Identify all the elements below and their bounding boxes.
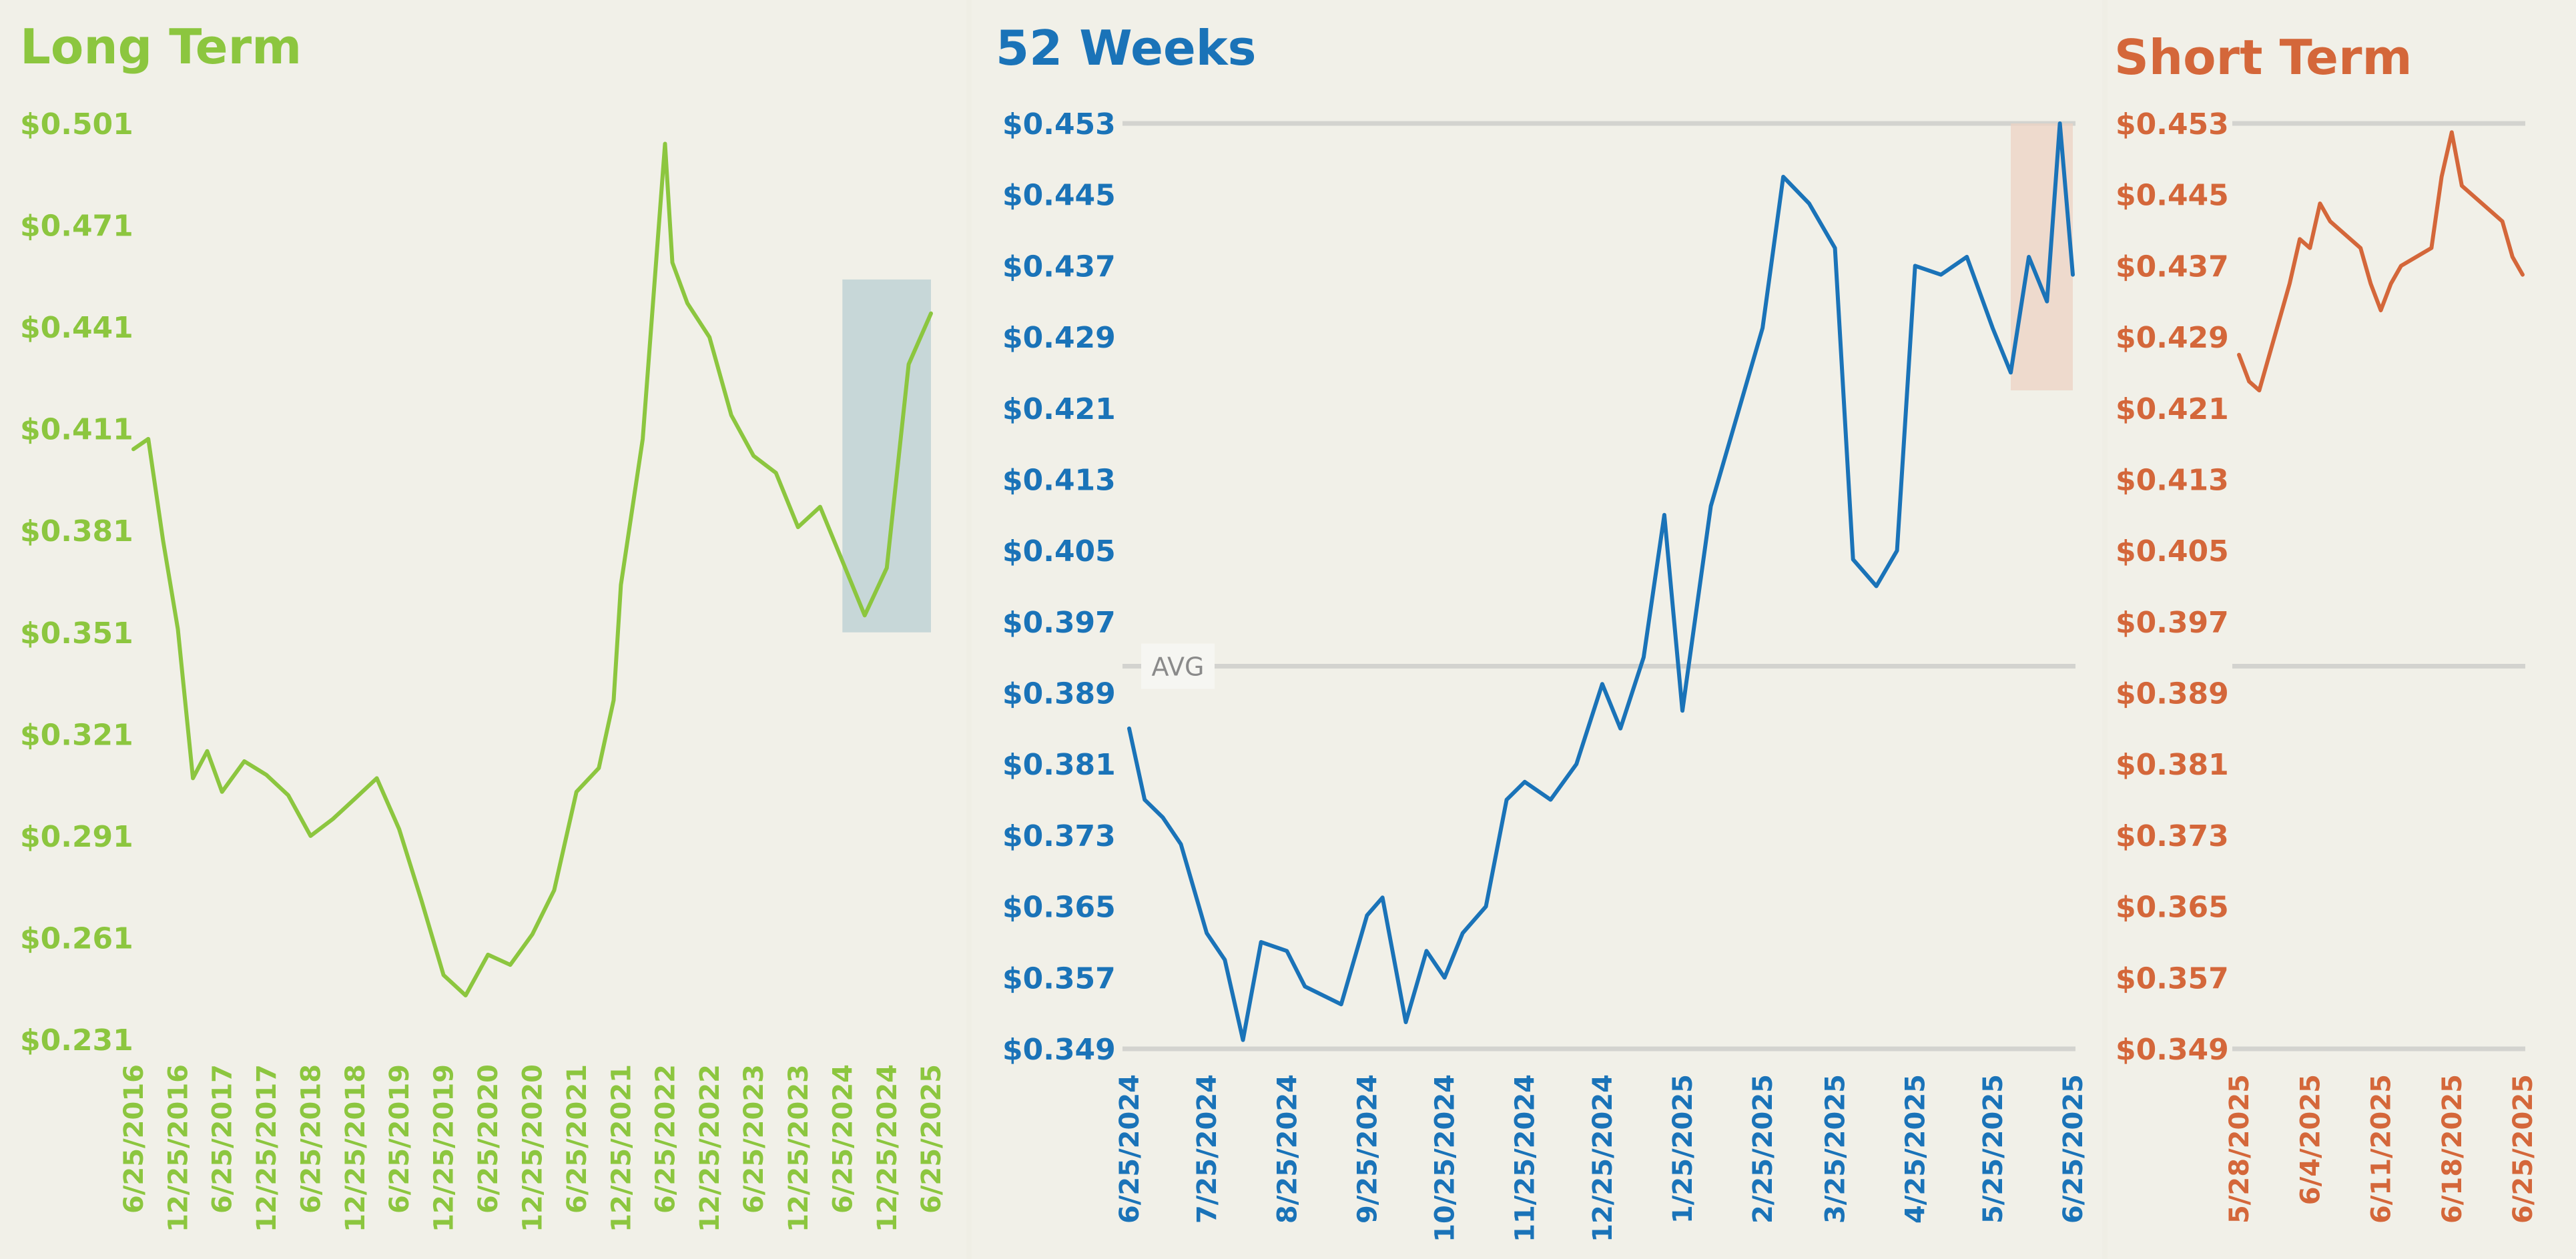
weeks-x-tick-label: 1/25/2025 bbox=[1668, 1074, 1698, 1224]
weeks-y-tick-label: $0.405 bbox=[1002, 534, 1116, 568]
weeks-y-tick-label: $0.437 bbox=[1002, 250, 1116, 284]
weeks-y-tick-label: $0.381 bbox=[1002, 748, 1116, 782]
weeks-y-tick-label: $0.389 bbox=[1002, 677, 1116, 711]
long-x-tick-label: 12/25/2017 bbox=[252, 1064, 282, 1232]
weeks-y-tick-label: $0.373 bbox=[1002, 819, 1116, 853]
avg-label-bg bbox=[1141, 643, 1215, 689]
long-series-line bbox=[131, 141, 933, 997]
weeks-y-tick-label: $0.445 bbox=[1002, 179, 1116, 213]
long-y-tick-label: $0.291 bbox=[20, 820, 133, 854]
long-x-tick-label: 6/25/2025 bbox=[916, 1064, 947, 1214]
long-x-tick-label: 6/25/2018 bbox=[296, 1064, 326, 1214]
long-y-tick-label: $0.351 bbox=[20, 616, 133, 651]
long-y-tick-label: $0.411 bbox=[20, 413, 133, 447]
long-y-tick-label: $0.261 bbox=[20, 921, 133, 955]
short-series-line bbox=[2237, 130, 2525, 393]
long-y-tick-label: $0.441 bbox=[20, 311, 133, 345]
short-x-tick-label: 5/28/2025 bbox=[2224, 1074, 2255, 1224]
short-x-tick-label: 6/4/2025 bbox=[2295, 1074, 2326, 1205]
long-x-tick-label: 12/25/2018 bbox=[340, 1064, 371, 1232]
weeks-x-tick-label: 6/25/2025 bbox=[2058, 1074, 2089, 1224]
avg-label: AVG bbox=[1151, 653, 1204, 682]
short-y-tick-label: $0.397 bbox=[2116, 606, 2229, 640]
weeks-y-tick-label: $0.349 bbox=[1002, 1033, 1116, 1067]
weeks-y-tick-label: $0.421 bbox=[1002, 392, 1116, 426]
short-y-tick-label: $0.429 bbox=[2116, 321, 2229, 355]
weeks-y-tick-label: $0.453 bbox=[1002, 107, 1116, 141]
weeks-y-tick-label: $0.357 bbox=[1002, 961, 1116, 995]
weeks-x-tick-label: 2/25/2025 bbox=[1748, 1074, 1779, 1224]
short-y-tick-label: $0.445 bbox=[2116, 179, 2229, 213]
long-y-tick-label: $0.231 bbox=[20, 1023, 133, 1058]
short-y-tick-label: $0.349 bbox=[2116, 1033, 2229, 1067]
long-x-tick-label: 6/25/2019 bbox=[384, 1064, 415, 1214]
weeks-y-tick-label: $0.413 bbox=[1002, 463, 1116, 497]
long-y-tick-label: $0.321 bbox=[20, 718, 133, 752]
long-y-tick-label: $0.381 bbox=[20, 514, 133, 548]
weeks-x-tick-label: 9/25/2024 bbox=[1352, 1074, 1383, 1224]
short-y-tick-label: $0.365 bbox=[2116, 891, 2229, 925]
short-y-tick-label: $0.357 bbox=[2116, 961, 2229, 995]
long-x-tick-label: 12/25/2016 bbox=[164, 1064, 194, 1232]
weeks-x-tick-label: 3/25/2025 bbox=[1821, 1074, 1851, 1224]
short-y-tick-label: $0.381 bbox=[2116, 748, 2229, 782]
short-y-tick-label: $0.373 bbox=[2116, 819, 2229, 853]
long-x-tick-label: 6/25/2023 bbox=[739, 1064, 769, 1214]
short-y-tick-label: $0.421 bbox=[2116, 392, 2229, 426]
long-x-tick-label: 6/25/2021 bbox=[562, 1064, 593, 1214]
long-term-title: Long Term bbox=[20, 19, 302, 75]
weeks-series-line bbox=[1127, 121, 2075, 1042]
short-x-tick-label: 6/25/2025 bbox=[2508, 1074, 2539, 1224]
long-highlight-box bbox=[842, 279, 931, 633]
long-x-tick-label: 6/25/2024 bbox=[828, 1064, 858, 1214]
short-term-title: Short Term bbox=[2114, 29, 2412, 85]
long-x-tick-label: 6/25/2022 bbox=[651, 1064, 681, 1214]
weeks-x-tick-label: 4/25/2025 bbox=[1901, 1074, 1931, 1224]
weeks-x-tick-label: 8/25/2024 bbox=[1272, 1074, 1303, 1224]
long-x-tick-label: 12/25/2023 bbox=[783, 1064, 814, 1232]
long-y-tick-label: $0.471 bbox=[20, 209, 133, 244]
short-y-tick-label: $0.437 bbox=[2116, 250, 2229, 284]
long-x-tick-label: 12/25/2020 bbox=[518, 1064, 549, 1232]
52-weeks-title: 52 Weeks bbox=[996, 20, 1257, 76]
weeks-y-tick-label: $0.365 bbox=[1002, 891, 1116, 925]
weeks-x-tick-label: 12/25/2024 bbox=[1588, 1074, 1618, 1242]
long-x-tick-label: 12/25/2019 bbox=[429, 1064, 460, 1232]
long-term-panel bbox=[0, 0, 966, 1259]
long-x-tick-label: 12/25/2021 bbox=[606, 1064, 637, 1232]
long-x-tick-label: 12/25/2022 bbox=[695, 1064, 725, 1232]
long-x-tick-label: 6/25/2016 bbox=[119, 1064, 149, 1214]
weeks-x-tick-label: 7/25/2024 bbox=[1192, 1074, 1223, 1224]
weeks-y-tick-label: $0.429 bbox=[1002, 321, 1116, 355]
weeks-x-tick-label: 6/25/2024 bbox=[1114, 1074, 1145, 1224]
short-y-tick-label: $0.413 bbox=[2116, 463, 2229, 497]
weeks-x-tick-label: 10/25/2024 bbox=[1430, 1074, 1461, 1242]
long-y-tick-label: $0.501 bbox=[20, 107, 133, 141]
weeks-x-tick-label: 5/25/2025 bbox=[1978, 1074, 2009, 1224]
short-x-tick-label: 6/11/2025 bbox=[2366, 1074, 2397, 1224]
long-x-tick-label: 12/25/2024 bbox=[872, 1064, 903, 1232]
short-y-tick-label: $0.405 bbox=[2116, 534, 2229, 568]
short-x-tick-label: 6/18/2025 bbox=[2437, 1074, 2468, 1224]
weeks-x-tick-label: 11/25/2024 bbox=[1510, 1074, 1541, 1242]
short-y-tick-label: $0.453 bbox=[2116, 107, 2229, 141]
long-x-tick-label: 6/25/2017 bbox=[208, 1064, 238, 1214]
short-y-tick-label: $0.389 bbox=[2116, 677, 2229, 711]
weeks-y-tick-label: $0.397 bbox=[1002, 606, 1116, 640]
long-x-tick-label: 6/25/2020 bbox=[473, 1064, 504, 1214]
